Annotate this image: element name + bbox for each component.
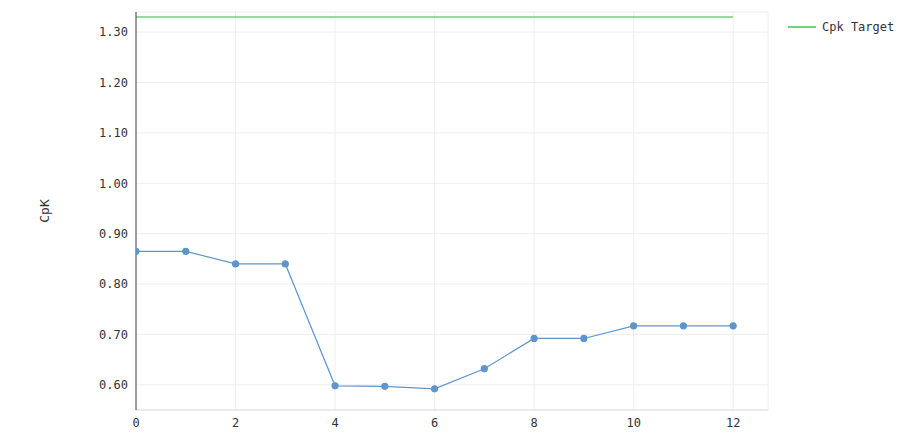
svg-text:6: 6 xyxy=(431,416,438,430)
svg-text:0.60: 0.60 xyxy=(99,378,128,392)
svg-text:2: 2 xyxy=(232,416,239,430)
svg-text:4: 4 xyxy=(331,416,338,430)
svg-text:8: 8 xyxy=(530,416,537,430)
svg-text:1.20: 1.20 xyxy=(99,76,128,90)
svg-text:0.90: 0.90 xyxy=(99,227,128,241)
svg-text:1.00: 1.00 xyxy=(99,177,128,191)
svg-text:CpK: CpK xyxy=(37,199,52,223)
svg-text:1.30: 1.30 xyxy=(99,25,128,39)
svg-text:10: 10 xyxy=(626,416,640,430)
svg-text:0.80: 0.80 xyxy=(99,277,128,291)
svg-text:1.10: 1.10 xyxy=(99,126,128,140)
svg-text:0: 0 xyxy=(132,416,139,430)
svg-text:12: 12 xyxy=(726,416,740,430)
html-text:Cpk Target: Cpk Target xyxy=(822,20,895,34)
svg-text:0.70: 0.70 xyxy=(99,328,128,342)
